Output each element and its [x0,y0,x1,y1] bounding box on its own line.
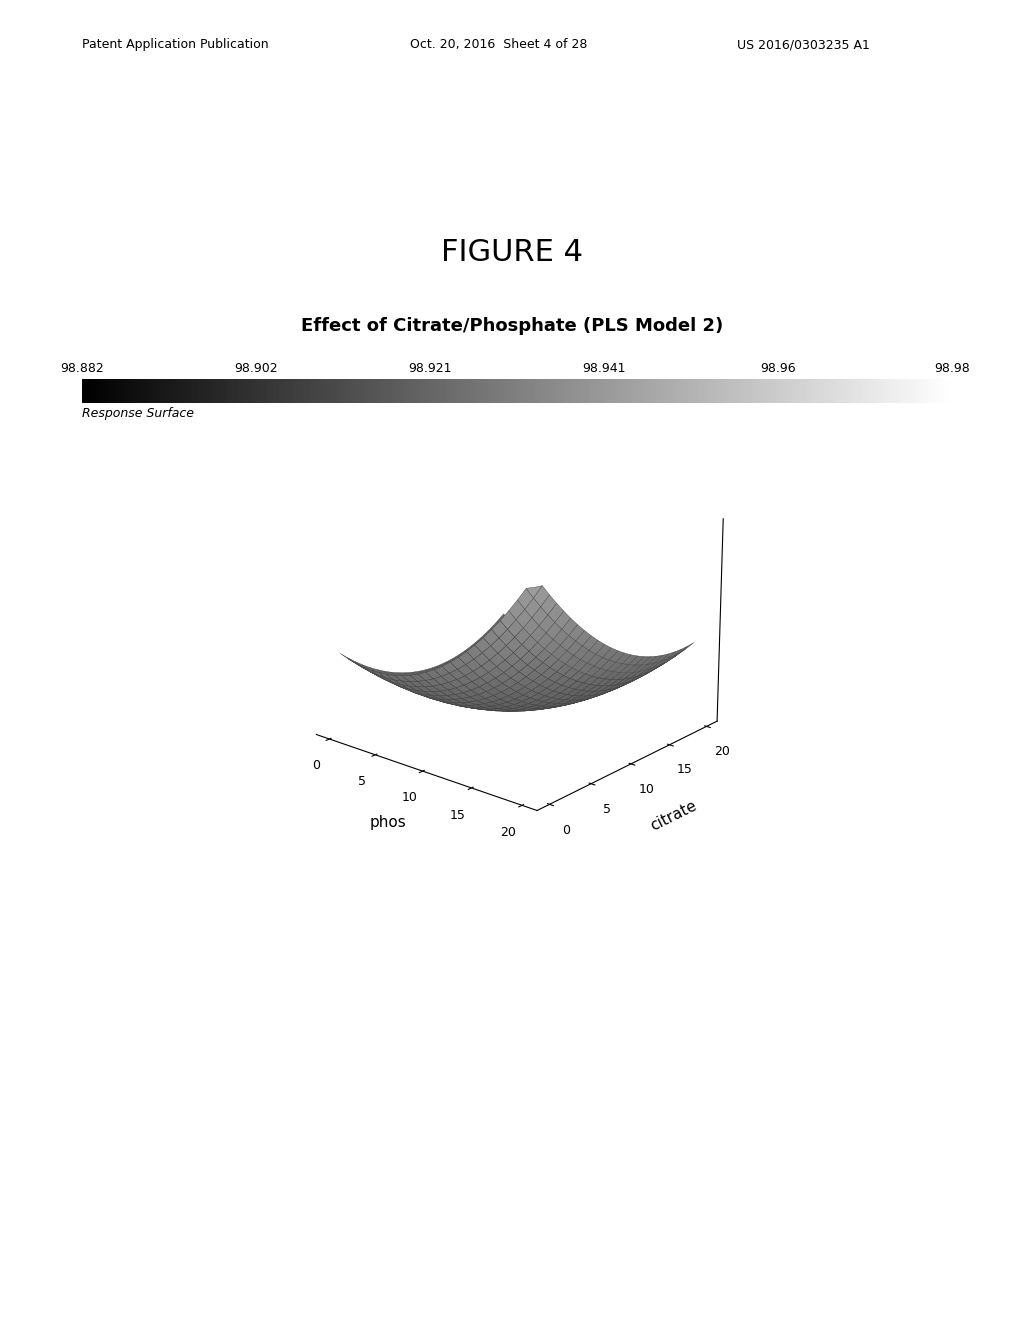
Y-axis label: citrate: citrate [648,797,699,833]
Text: 98.96: 98.96 [761,362,796,375]
Text: US 2016/0303235 A1: US 2016/0303235 A1 [737,38,870,51]
X-axis label: phos: phos [370,814,407,830]
Text: Patent Application Publication: Patent Application Publication [82,38,268,51]
Text: 98.902: 98.902 [234,362,278,375]
Text: 98.941: 98.941 [583,362,626,375]
Text: 98.98: 98.98 [935,362,970,375]
Text: Effect of Citrate/Phosphate (PLS Model 2): Effect of Citrate/Phosphate (PLS Model 2… [301,317,723,335]
Text: FIGURE 4: FIGURE 4 [441,238,583,267]
Text: 98.921: 98.921 [409,362,452,375]
Text: Response Surface: Response Surface [82,407,194,420]
Text: 98.882: 98.882 [60,362,103,375]
Text: Oct. 20, 2016  Sheet 4 of 28: Oct. 20, 2016 Sheet 4 of 28 [410,38,587,51]
